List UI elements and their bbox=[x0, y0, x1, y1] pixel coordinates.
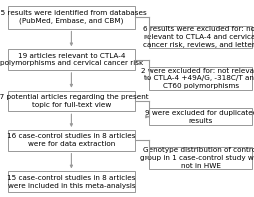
Text: 2 were excluded for: not relevant
to CTLA-4 +49A/G, -318C/T and
CT60 polymorphis: 2 were excluded for: not relevant to CTL… bbox=[140, 68, 254, 89]
FancyBboxPatch shape bbox=[8, 130, 135, 151]
Text: 25 results were identified from databases
(PubMed, Embase, and CBM): 25 results were identified from database… bbox=[0, 10, 146, 24]
FancyBboxPatch shape bbox=[149, 67, 251, 90]
FancyBboxPatch shape bbox=[149, 108, 251, 125]
FancyBboxPatch shape bbox=[149, 26, 251, 48]
FancyBboxPatch shape bbox=[8, 91, 135, 111]
FancyBboxPatch shape bbox=[8, 6, 135, 29]
Text: Genotype distribution of control
group in 1 case-control study was
not in HWE: Genotype distribution of control group i… bbox=[139, 147, 254, 169]
Text: 16 case-control studies in 8 articles
were for data extraction: 16 case-control studies in 8 articles we… bbox=[7, 134, 135, 147]
FancyBboxPatch shape bbox=[8, 171, 135, 192]
FancyBboxPatch shape bbox=[149, 147, 251, 169]
Text: 6 results were excluded for: not
relevant to CTLA-4 and cervical
cancer risk, re: 6 results were excluded for: not relevan… bbox=[142, 26, 254, 48]
FancyBboxPatch shape bbox=[8, 49, 135, 70]
Text: 19 articles relevant to CTLA-4
polymorphisms and cervical cancer risk: 19 articles relevant to CTLA-4 polymorph… bbox=[0, 53, 142, 66]
Text: 17 potential articles regarding the present
topic for full-text view: 17 potential articles regarding the pres… bbox=[0, 94, 148, 108]
Text: 9 were excluded for duplicated
results: 9 were excluded for duplicated results bbox=[144, 110, 254, 124]
Text: 15 case-control studies in 8 articles
were included in this meta-analysis: 15 case-control studies in 8 articles we… bbox=[7, 175, 135, 189]
